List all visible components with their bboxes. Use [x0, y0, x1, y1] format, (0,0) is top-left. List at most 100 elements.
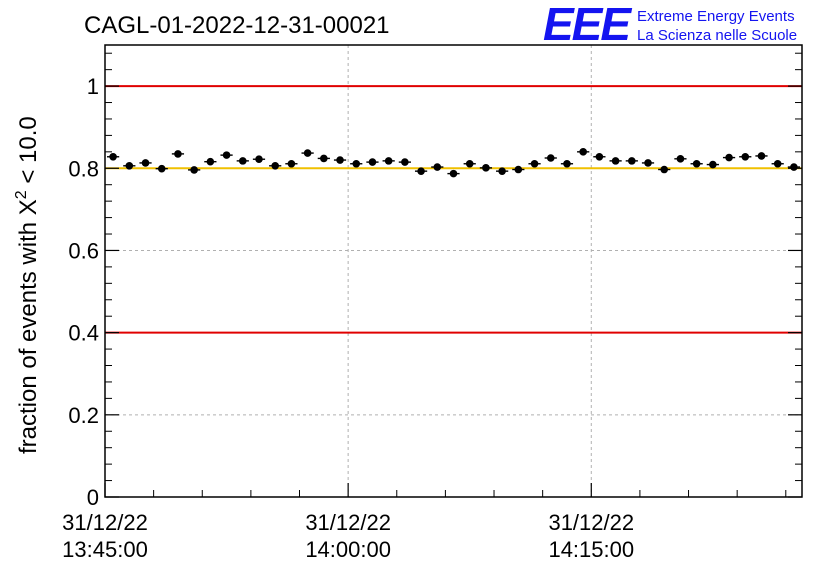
data-point-6: [204, 157, 217, 166]
data-point-24: [496, 167, 509, 175]
data-point-11: [285, 159, 298, 168]
chart-title: CAGL-01-2022-12-31-00021: [84, 12, 390, 39]
data-point-40: [755, 152, 768, 160]
logo-line-1: Extreme Energy Events: [637, 8, 795, 25]
x-tick-date-2: 31/12/22: [548, 510, 634, 535]
y-label-symbol: X: [15, 199, 42, 215]
data-point-41: [771, 159, 784, 168]
y-tick-label-3: 0.6: [68, 238, 99, 263]
data-point-21: [447, 169, 460, 178]
marker-39: [741, 152, 750, 161]
marker-21: [449, 169, 458, 178]
data-point-27: [544, 154, 557, 162]
data-point-22: [463, 159, 476, 168]
marker-41: [773, 159, 782, 168]
marker-35: [676, 155, 685, 163]
marker-33: [644, 159, 652, 167]
marker-30: [595, 152, 604, 161]
marker-11: [287, 159, 296, 168]
marker-4: [174, 150, 182, 158]
eee-logo-mark: EEE: [543, 0, 632, 50]
y-axis-label: fraction of events with X2 < 10.0: [13, 116, 42, 454]
x-tick-time-2: 14:15:00: [548, 537, 634, 562]
data-point-4: [171, 150, 185, 158]
marker-31: [611, 157, 620, 165]
data-point-26: [528, 159, 541, 168]
reference-lines: [105, 85, 802, 334]
marker-29: [579, 148, 587, 156]
y-tick-label-1: 0.2: [68, 403, 99, 428]
y-tick-label-0: 0: [87, 485, 99, 510]
data-point-36: [690, 159, 703, 168]
marker-5: [190, 166, 198, 174]
marker-24: [498, 167, 506, 175]
data-point-14: [333, 156, 347, 164]
data-point-0: [107, 152, 120, 161]
data-point-20: [431, 163, 444, 171]
data-point-42: [787, 163, 800, 171]
data-point-15: [350, 159, 363, 168]
marker-6: [206, 157, 215, 166]
y-tick-label-4: 0.8: [68, 156, 99, 181]
data-point-2: [139, 159, 152, 167]
marker-22: [465, 159, 474, 168]
marker-17: [384, 157, 393, 165]
x-tick-time-0: 13:45:00: [62, 537, 148, 562]
marker-9: [255, 155, 263, 164]
marker-23: [482, 164, 490, 172]
marker-16: [368, 158, 377, 166]
data-point-16: [366, 158, 379, 166]
marker-8: [238, 157, 247, 165]
marker-0: [109, 152, 117, 161]
data-points: [107, 148, 800, 178]
data-point-9: [252, 155, 266, 164]
marker-40: [757, 152, 766, 160]
plot-frame: [104, 44, 803, 498]
data-point-1: [123, 162, 136, 170]
x-tick-date-1: 31/12/22: [305, 510, 391, 535]
data-point-3: [155, 164, 168, 173]
data-point-30: [593, 152, 606, 161]
marker-32: [628, 157, 636, 165]
data-point-17: [382, 157, 395, 165]
marker-42: [790, 163, 798, 171]
x-tick-labels: 31/12/2213:45:0031/12/2214:00:0031/12/22…: [62, 510, 634, 562]
data-point-29: [577, 148, 590, 156]
data-point-28: [560, 159, 574, 168]
y-tick-label-2: 0.4: [68, 321, 99, 346]
data-point-32: [625, 157, 638, 165]
marker-2: [141, 159, 150, 167]
data-point-35: [674, 155, 687, 163]
marker-38: [725, 153, 733, 162]
data-point-10: [269, 162, 282, 170]
y-label-exponent: 2: [13, 190, 30, 199]
data-point-13: [317, 154, 330, 163]
marker-34: [660, 165, 669, 174]
y-label-main: fraction of events with: [15, 215, 42, 454]
x-tick-date-0: 31/12/22: [62, 510, 148, 535]
marker-36: [692, 159, 701, 168]
marker-7: [222, 151, 231, 159]
marker-26: [530, 159, 539, 168]
y-label-tail: < 10.0: [15, 116, 42, 190]
data-point-23: [479, 164, 493, 172]
data-point-7: [220, 151, 233, 159]
marker-15: [352, 159, 361, 168]
marker-37: [709, 160, 717, 169]
y-tick-label-5: 1: [87, 74, 99, 99]
marker-28: [563, 159, 571, 168]
logo-line-2: La Scienza nelle Scuole: [637, 27, 797, 44]
marker-1: [125, 162, 134, 170]
data-point-38: [722, 153, 736, 162]
data-point-37: [706, 160, 719, 169]
marker-10: [271, 162, 279, 170]
data-point-19: [414, 167, 428, 175]
y-tick-labels: 0 0.2 0.4 0.6 0.8 1: [68, 74, 99, 510]
marker-20: [433, 163, 442, 171]
marker-18: [401, 158, 409, 166]
data-point-12: [301, 149, 314, 157]
eee-logo: EEE Extreme Energy Events La Scienza nel…: [543, 0, 797, 50]
data-point-5: [188, 166, 201, 174]
data-point-33: [641, 159, 655, 167]
data-point-31: [609, 157, 622, 165]
